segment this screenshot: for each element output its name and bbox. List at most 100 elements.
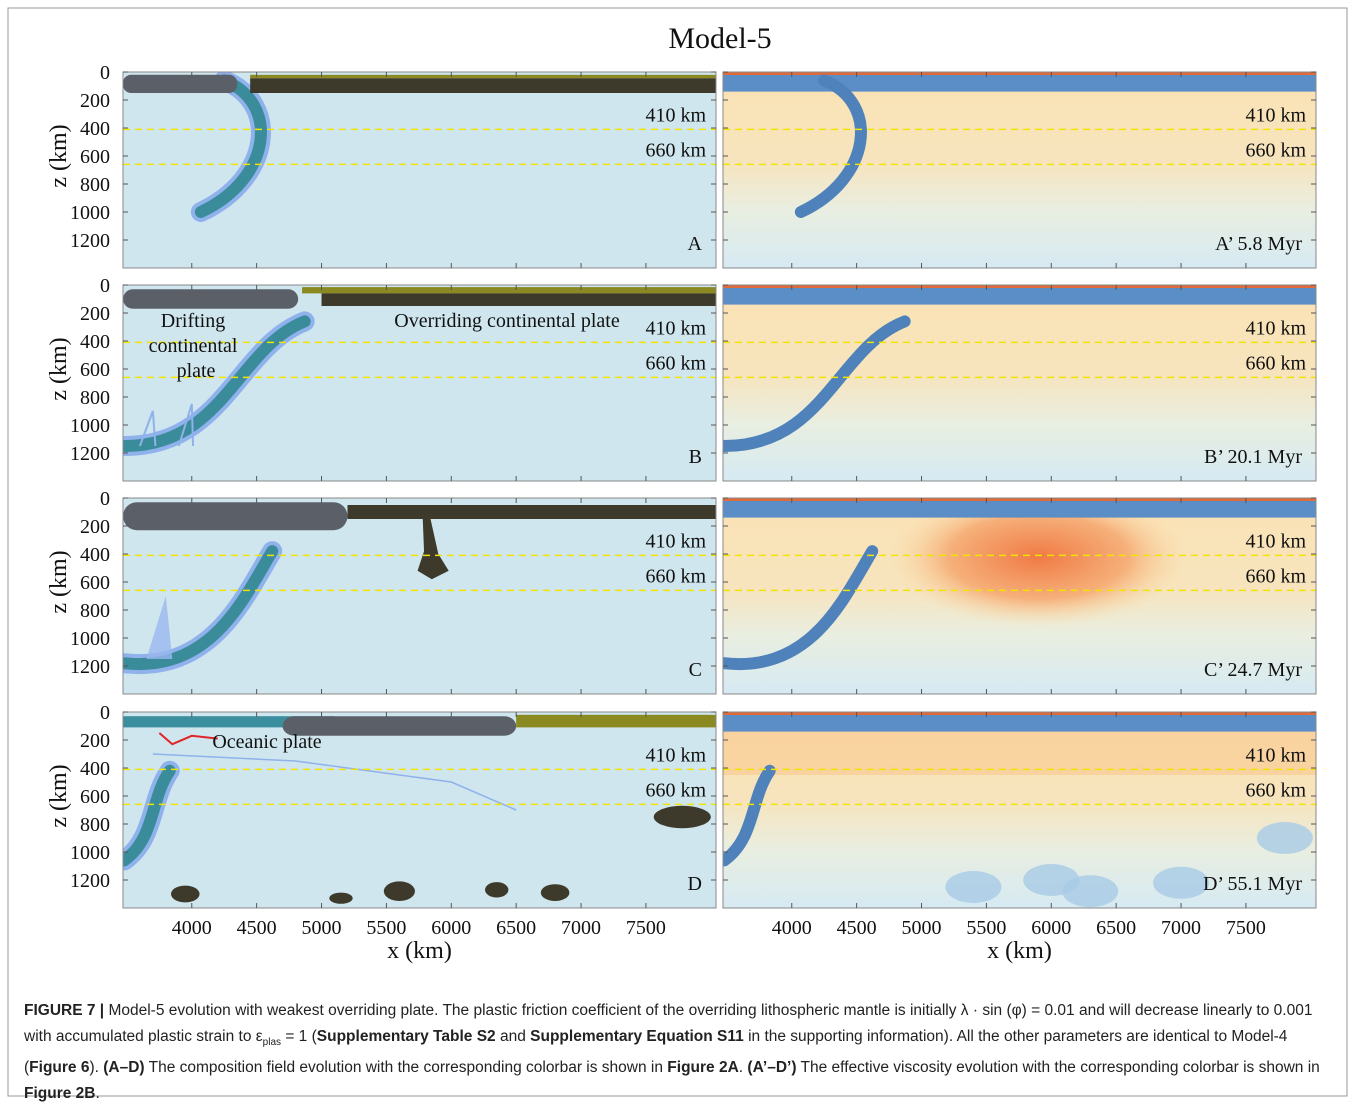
y-axis-label: z (km) xyxy=(46,124,72,187)
y-axis-label: z (km) xyxy=(46,550,72,613)
y-tick-label: 600 xyxy=(80,146,110,168)
y-tick-label: 400 xyxy=(80,331,110,353)
mantle xyxy=(123,72,716,268)
y-tick-label: 1200 xyxy=(70,443,110,465)
y-tick-label: 1200 xyxy=(70,230,110,252)
x-tick-label: 4000 xyxy=(772,917,812,939)
reference-label: 660 km xyxy=(645,565,706,587)
reference-label: 410 km xyxy=(1245,744,1306,766)
panel xyxy=(123,72,716,268)
panel-label: B xyxy=(689,446,702,468)
caption-text: Figure 6 xyxy=(29,1059,89,1076)
plate xyxy=(322,293,716,306)
x-tick-label: 7000 xyxy=(1161,917,1201,939)
cold-blob xyxy=(945,871,1001,903)
reference-label: 410 km xyxy=(1245,104,1306,126)
reference-label: 660 km xyxy=(1245,139,1306,161)
cold-blob xyxy=(1062,875,1118,907)
y-tick-label: 800 xyxy=(80,600,110,622)
plate xyxy=(516,715,716,728)
caption-text: (A’–D’) xyxy=(747,1059,796,1076)
y-tick-label: 1200 xyxy=(70,656,110,678)
plate xyxy=(250,78,716,93)
y-tick-label: 1000 xyxy=(70,415,110,437)
y-tick-label: 0 xyxy=(100,488,110,510)
reference-label: 660 km xyxy=(1245,352,1306,374)
panel-label: D’ 55.1 Myr xyxy=(1203,873,1302,895)
x-tick-label: 5500 xyxy=(966,917,1006,939)
y-tick-label: 200 xyxy=(80,516,110,538)
caption-text: ). xyxy=(89,1059,103,1076)
x-tick-label: 6500 xyxy=(496,917,536,939)
caption-text: The effective viscosity evolution with t… xyxy=(797,1059,1320,1076)
y-tick-label: 600 xyxy=(80,359,110,381)
y-tick-label: 200 xyxy=(80,90,110,112)
y-tick-label: 200 xyxy=(80,730,110,752)
reference-label: 660 km xyxy=(645,352,706,374)
page: Model-5 410 km 660 km 0 200 400 600 800 1000 120… xyxy=(0,0,1355,1103)
y-axis-label: z (km) xyxy=(46,337,72,400)
x-tick-label: 5500 xyxy=(366,917,406,939)
x-axis-label: x (km) xyxy=(987,938,1052,964)
blob xyxy=(485,882,508,897)
x-tick-label: 4000 xyxy=(172,917,212,939)
reference-label: 410 km xyxy=(645,104,706,126)
reference-label: 410 km xyxy=(645,317,706,339)
cold-blob xyxy=(1257,822,1313,854)
annotation: continental xyxy=(149,335,238,357)
reference-label: 410 km xyxy=(1245,317,1306,339)
lithosphere xyxy=(723,715,1316,732)
x-tick-label: 7000 xyxy=(561,917,601,939)
y-tick-label: 600 xyxy=(80,786,110,808)
caption-text: Figure 2B xyxy=(24,1085,95,1102)
reference-label: 660 km xyxy=(1245,779,1306,801)
y-tick-label: 1200 xyxy=(70,870,110,892)
caption-text: (A–D) xyxy=(103,1059,144,1076)
panel xyxy=(123,498,716,694)
plate xyxy=(123,75,237,93)
x-tick-label: 6500 xyxy=(1096,917,1136,939)
caption-text: FIGURE 7 | xyxy=(24,1002,104,1019)
caption-text: Supplementary Equation S11 xyxy=(530,1028,744,1045)
annotation: Oceanic plate xyxy=(212,731,321,753)
blob xyxy=(171,886,200,903)
figure-title: Model-5 xyxy=(668,22,771,55)
annotation: Drifting xyxy=(161,310,225,332)
panel-label: B’ 20.1 Myr xyxy=(1204,446,1302,468)
x-tick-label: 7500 xyxy=(626,917,666,939)
reference-label: 410 km xyxy=(1245,530,1306,552)
panel-label: A xyxy=(688,233,703,255)
annotation: Overriding continental plate xyxy=(394,310,620,332)
plate xyxy=(302,287,716,293)
caption-text: = 1 ( xyxy=(281,1028,317,1045)
reference-label: 410 km xyxy=(645,744,706,766)
blob xyxy=(384,881,415,901)
y-tick-label: 0 xyxy=(100,275,110,297)
caption-text: and xyxy=(496,1028,530,1045)
blob xyxy=(541,884,570,901)
y-tick-label: 200 xyxy=(80,303,110,325)
reference-label: 660 km xyxy=(645,139,706,161)
y-tick-label: 800 xyxy=(80,387,110,409)
y-tick-label: 400 xyxy=(80,118,110,140)
plate xyxy=(123,289,298,309)
y-tick-label: 0 xyxy=(100,62,110,84)
panel-label: D xyxy=(688,873,702,895)
y-tick-label: 400 xyxy=(80,758,110,780)
caption: FIGURE 7 | Model-5 evolution with weakes… xyxy=(24,998,1329,1106)
caption-text: Supplementary Table S2 xyxy=(317,1028,496,1045)
y-tick-label: 800 xyxy=(80,174,110,196)
x-tick-label: 5000 xyxy=(302,917,342,939)
caption-text: The composition field evolution with the… xyxy=(145,1059,668,1076)
y-tick-label: 1000 xyxy=(70,842,110,864)
caption-text: . xyxy=(95,1085,99,1102)
reference-label: 410 km xyxy=(645,530,706,552)
x-tick-label: 4500 xyxy=(237,917,277,939)
reference-label: 660 km xyxy=(645,779,706,801)
reference-label: 660 km xyxy=(1245,565,1306,587)
lithosphere xyxy=(723,75,1316,92)
x-tick-label: 6000 xyxy=(1031,917,1071,939)
plate xyxy=(347,505,716,519)
x-tick-label: 5000 xyxy=(902,917,942,939)
y-axis-label: z (km) xyxy=(46,764,72,827)
